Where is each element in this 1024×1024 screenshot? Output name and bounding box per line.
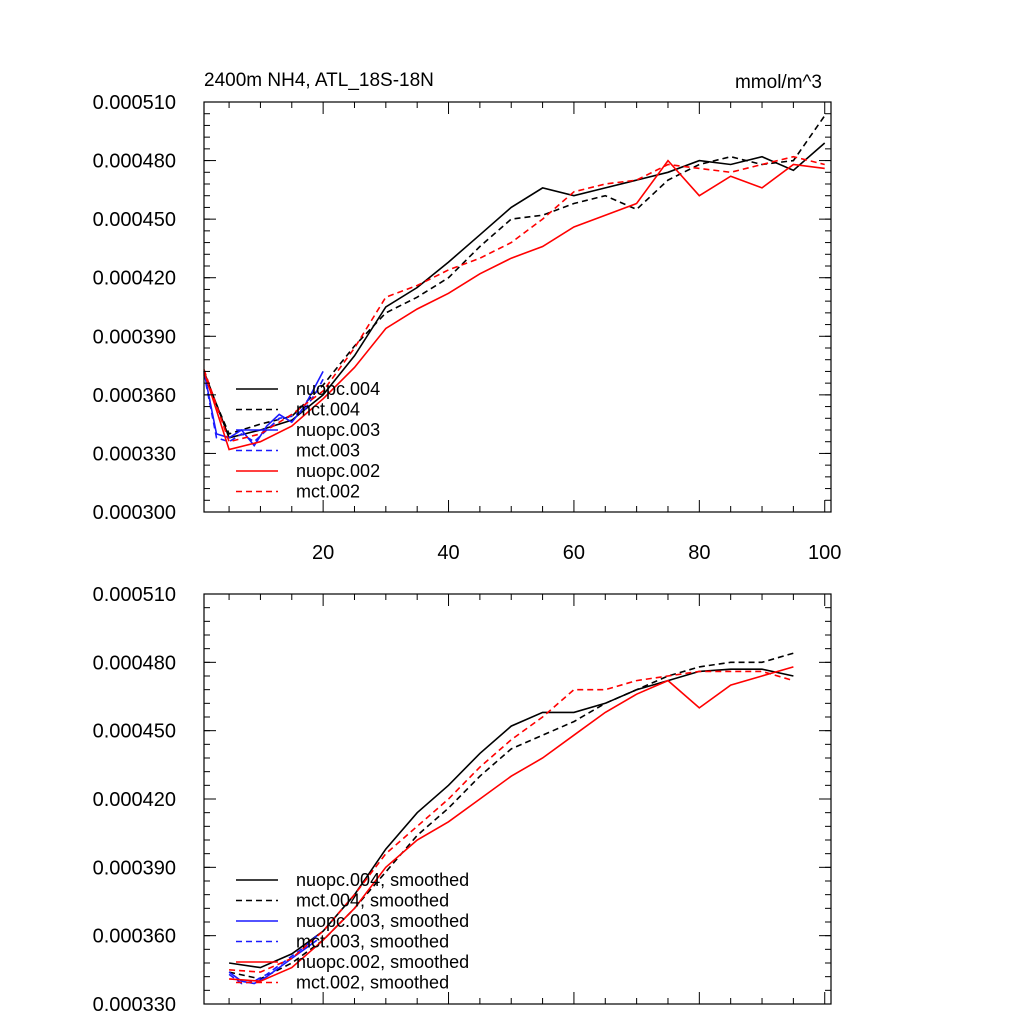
top-series-line-5 <box>203 155 825 443</box>
top-ytick-label: 0.000450 <box>93 209 176 231</box>
bottom-legend-label: mct.002, smoothed <box>296 973 449 993</box>
bottom-ytick-label: 0.000450 <box>93 721 176 743</box>
top-chart: 2400m NH4, ATL_18S-18N mmol/m^3 0.000300… <box>93 70 842 564</box>
top-ytick-label: 0.000300 <box>93 502 176 524</box>
bottom-ytick-label: 0.000510 <box>93 584 176 606</box>
bottom-ytick-label: 0.000360 <box>93 926 176 948</box>
top-plot-frame <box>203 101 832 513</box>
bottom-ytick-label: 0.000390 <box>93 857 176 879</box>
top-legend-label: nuopc.003 <box>296 420 380 440</box>
top-xtick-label: 60 <box>563 542 585 564</box>
bottom-series-line-4 <box>229 666 794 983</box>
top-series-line-4 <box>203 159 825 451</box>
bottom-legend-label: mct.003, smoothed <box>296 932 449 952</box>
top-xtick-label: 40 <box>437 542 459 564</box>
top-axis-ticks: 0.000300 0.000330 0.000360 0.000390 0.000420… <box>93 92 842 564</box>
top-ytick-label: 0.000510 <box>93 92 176 114</box>
top-legend-label: mct.002 <box>296 482 360 502</box>
bottom-legend-label: nuopc.004, smoothed <box>296 870 469 890</box>
top-legend-label: nuopc.004 <box>296 379 380 399</box>
top-ytick-label: 0.000360 <box>93 385 176 407</box>
top-ytick-label: 0.000420 <box>93 268 176 290</box>
bottom-series-line-2 <box>228 939 318 985</box>
bottom-plot-frame <box>203 593 832 1005</box>
top-series-line-1 <box>203 115 826 435</box>
bottom-chart: 0.000330 0.000360 0.000390 0.000420 0.000450… <box>93 584 832 1016</box>
top-legend: nuopc.004mct.004nuopc.003mct.003nuopc.00… <box>236 379 380 502</box>
bottom-legend-label: mct.004, smoothed <box>296 891 449 911</box>
top-legend-label: mct.003 <box>296 441 360 461</box>
bottom-legend-label: nuopc.003, smoothed <box>296 911 469 931</box>
top-xtick-label: 100 <box>808 542 841 564</box>
bottom-ytick-label: 0.000480 <box>93 652 176 674</box>
top-ytick-label: 0.000330 <box>93 443 176 465</box>
bottom-series-line-5 <box>229 670 794 973</box>
top-series-group <box>203 115 826 451</box>
top-chart-title: 2400m NH4, ATL_18S-18N <box>204 70 434 91</box>
top-ytick-label: 0.000390 <box>93 326 176 348</box>
top-legend-label: mct.004 <box>296 400 360 420</box>
top-xtick-label: 20 <box>312 542 334 564</box>
bottom-series-group <box>228 652 794 985</box>
bottom-ytick-label: 0.000420 <box>93 789 176 811</box>
bottom-ytick-label: 0.000330 <box>93 994 176 1016</box>
top-xtick-label: 80 <box>688 542 710 564</box>
bottom-axis-ticks: 0.000330 0.000360 0.000390 0.000420 0.000450… <box>93 584 831 1016</box>
bottom-series-line-3 <box>228 935 318 985</box>
top-ytick-label: 0.000480 <box>93 151 176 173</box>
bottom-legend-label: nuopc.002, smoothed <box>296 952 469 972</box>
top-series-line-0 <box>203 142 826 439</box>
top-chart-units: mmol/m^3 <box>735 72 822 93</box>
top-legend-label: nuopc.002 <box>296 461 380 481</box>
